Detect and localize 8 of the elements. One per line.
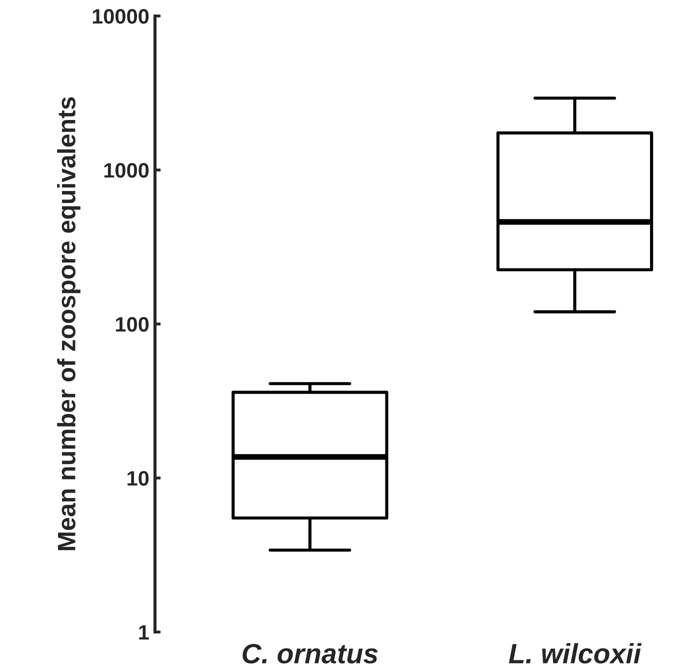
y-tick-label: 1000 <box>104 163 149 178</box>
y-axis-title: Mean number of zoospore equivalents <box>57 97 80 550</box>
y-tick-label: 10 <box>128 471 149 486</box>
y-tick-label: 10000 <box>92 9 149 24</box>
y-tick-label: 1 <box>139 625 149 640</box>
x-tick-label: C. ornatus <box>242 644 378 664</box>
y-tick-label: 100 <box>116 317 149 332</box>
x-tick-label: L. wilcoxii <box>508 643 642 664</box>
